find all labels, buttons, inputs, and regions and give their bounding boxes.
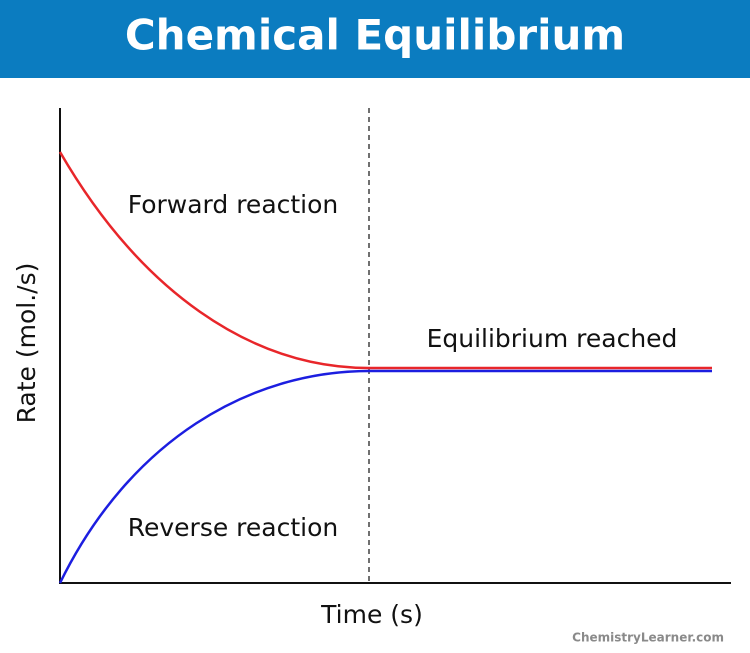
- reverse-curve: [58, 369, 712, 584]
- header-band: [0, 0, 750, 78]
- reverse-label: Reverse reaction: [128, 513, 339, 542]
- equilibrium-label: Equilibrium reached: [427, 324, 678, 353]
- title: Chemical Equilibrium: [125, 11, 625, 60]
- x-axis-label: Time (s): [320, 600, 423, 629]
- forward-label: Forward reaction: [128, 190, 339, 219]
- forward-curve: [58, 151, 712, 370]
- y-axis-label: Rate (mol./s): [12, 263, 41, 424]
- watermark: ChemistryLearner.com: [572, 631, 724, 645]
